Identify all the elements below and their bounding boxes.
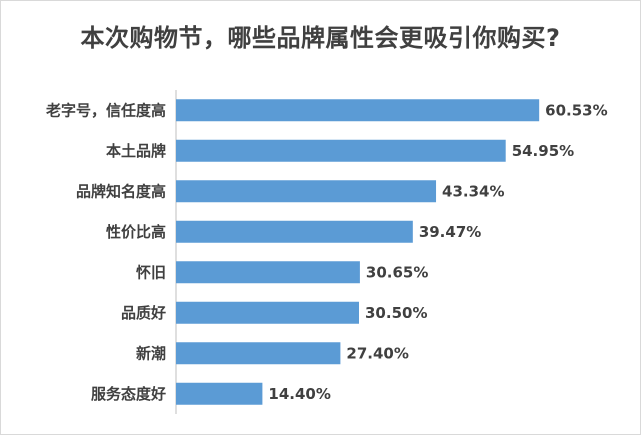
value-label: 30.65% [366,263,428,281]
category-label: 老字号，信任度高 [45,101,166,119]
category-label: 本土品牌 [106,142,166,160]
category-label: 服务态度好 [91,385,166,403]
chart-title: 本次购物节，哪些品牌属性会更吸引你购买? [80,24,561,52]
bar [176,180,437,203]
category-label: 品牌知名度高 [76,182,166,200]
bar [176,99,540,122]
category-label: 怀旧 [136,263,166,281]
category-label: 性价比高 [106,223,166,241]
bar [176,342,341,365]
category-label: 新潮 [136,344,166,362]
value-label: 54.95% [512,142,574,160]
bar [176,261,360,284]
value-label: 27.40% [346,344,408,362]
value-label: 30.50% [365,304,427,322]
value-label: 43.34% [442,182,504,200]
value-label: 39.47% [419,223,481,241]
bar [176,220,413,243]
bar [176,139,506,162]
category-label: 品质好 [121,304,166,322]
value-label: 14.40% [268,385,330,403]
bar [176,301,359,324]
value-label: 60.53% [545,101,607,119]
bar [176,382,263,405]
